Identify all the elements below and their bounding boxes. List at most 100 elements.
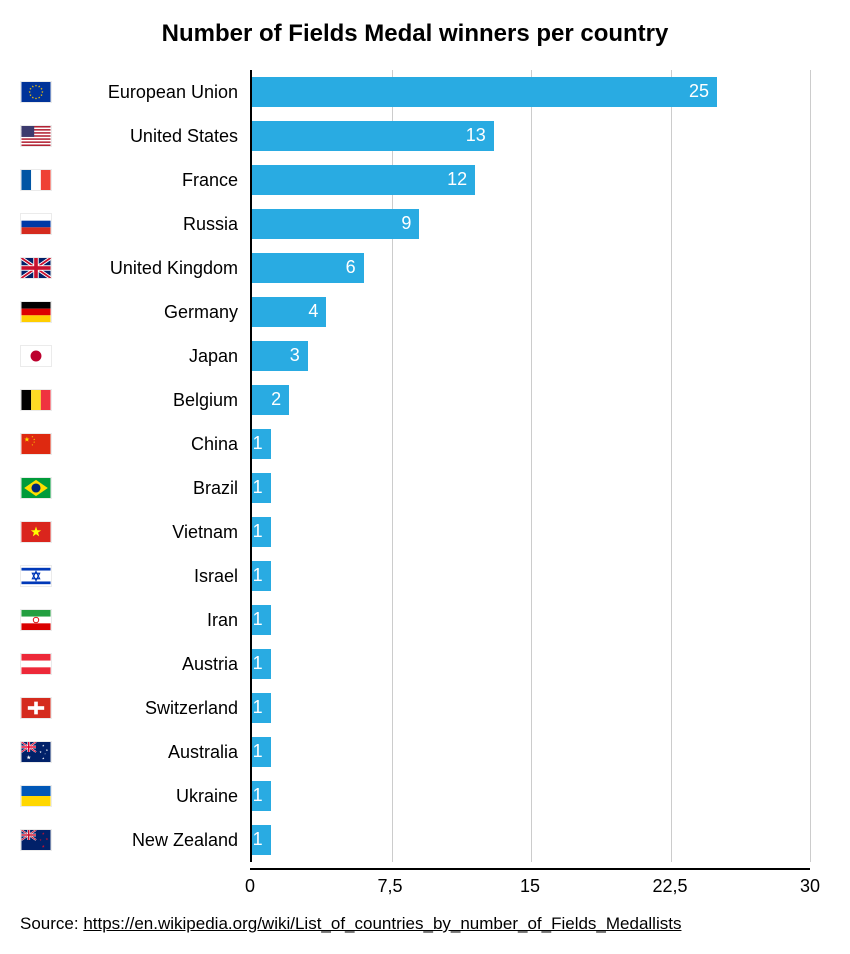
y-row: Switzerland xyxy=(20,686,250,730)
country-label: China xyxy=(68,434,238,455)
country-label: Belgium xyxy=(68,390,238,411)
bar-value: 6 xyxy=(346,257,356,278)
bar-row: 1 xyxy=(252,686,810,730)
bar-value: 1 xyxy=(253,653,263,674)
bar-row: 25 xyxy=(252,70,810,114)
country-label: Russia xyxy=(68,214,238,235)
bar-row: 1 xyxy=(252,554,810,598)
country-label: Ukraine xyxy=(68,786,238,807)
country-label: Australia xyxy=(68,742,238,763)
y-axis-labels: European UnionUnited StatesFranceRussiaU… xyxy=(20,70,250,862)
country-label: Austria xyxy=(68,654,238,675)
bar-row: 2 xyxy=(252,378,810,422)
y-row: China xyxy=(20,422,250,466)
bar: 12 xyxy=(252,165,475,196)
bar-value: 1 xyxy=(253,521,263,542)
x-tick-label: 7,5 xyxy=(377,876,402,897)
bar-value: 13 xyxy=(466,125,486,146)
us-flag-icon xyxy=(20,125,52,147)
uk-flag-icon xyxy=(20,257,52,279)
x-tick-label: 22,5 xyxy=(652,876,687,897)
bar: 25 xyxy=(252,77,717,108)
bar: 3 xyxy=(252,341,308,372)
country-label: Japan xyxy=(68,346,238,367)
bar: 4 xyxy=(252,297,326,328)
ir-flag-icon xyxy=(20,609,52,631)
bar-row: 6 xyxy=(252,246,810,290)
bar-row: 1 xyxy=(252,598,810,642)
bar: 13 xyxy=(252,121,494,152)
y-row: Russia xyxy=(20,202,250,246)
x-axis: 07,51522,530 xyxy=(20,868,810,896)
bar: 2 xyxy=(252,385,289,416)
bar-row: 13 xyxy=(252,114,810,158)
chart-title: Number of Fields Medal winners per count… xyxy=(20,20,810,48)
bar: 1 xyxy=(252,649,271,680)
y-row: United States xyxy=(20,114,250,158)
y-row: Germany xyxy=(20,290,250,334)
bar-row: 1 xyxy=(252,730,810,774)
bar-row: 12 xyxy=(252,158,810,202)
source-link[interactable]: https://en.wikipedia.org/wiki/List_of_co… xyxy=(83,914,681,933)
y-row: Japan xyxy=(20,334,250,378)
country-label: Germany xyxy=(68,302,238,323)
x-tick-label: 15 xyxy=(520,876,540,897)
bars-area: 25 13 12 9 6 43 2 1 1 1 1 1 1 1 1 1 1 xyxy=(250,70,810,862)
bar-row: 1 xyxy=(252,818,810,862)
x-tick-label: 30 xyxy=(800,876,820,897)
bar-value: 1 xyxy=(253,433,263,454)
bar: 1 xyxy=(252,473,271,504)
y-row: Belgium xyxy=(20,378,250,422)
y-row: Brazil xyxy=(20,466,250,510)
country-label: Vietnam xyxy=(68,522,238,543)
bar-value: 2 xyxy=(271,389,281,410)
source-prefix: Source: xyxy=(20,914,83,933)
ua-flag-icon xyxy=(20,785,52,807)
ch-flag-icon xyxy=(20,697,52,719)
x-axis-ticks: 07,51522,530 xyxy=(250,868,810,896)
bar-row: 1 xyxy=(252,422,810,466)
nz-flag-icon xyxy=(20,829,52,851)
au-flag-icon xyxy=(20,741,52,763)
bar-value: 1 xyxy=(253,785,263,806)
eu-flag-icon xyxy=(20,81,52,103)
bar: 9 xyxy=(252,209,419,240)
il-flag-icon xyxy=(20,565,52,587)
bar-value: 1 xyxy=(253,829,263,850)
bar-value: 1 xyxy=(253,697,263,718)
country-label: Brazil xyxy=(68,478,238,499)
country-label: Iran xyxy=(68,610,238,631)
source-line: Source: https://en.wikipedia.org/wiki/Li… xyxy=(20,914,810,934)
ru-flag-icon xyxy=(20,213,52,235)
bar-value: 9 xyxy=(401,213,411,234)
country-label: Israel xyxy=(68,566,238,587)
y-row: Austria xyxy=(20,642,250,686)
y-row: Ukraine xyxy=(20,774,250,818)
y-row: Vietnam xyxy=(20,510,250,554)
y-row: New Zealand xyxy=(20,818,250,862)
bar-value: 12 xyxy=(447,169,467,190)
country-label: Switzerland xyxy=(68,698,238,719)
br-flag-icon xyxy=(20,477,52,499)
bar-value: 1 xyxy=(253,477,263,498)
bar: 1 xyxy=(252,429,271,460)
bar-value: 4 xyxy=(308,301,318,322)
bar-row: 3 xyxy=(252,334,810,378)
gridline xyxy=(810,70,811,862)
bar: 1 xyxy=(252,737,271,768)
bar-row: 9 xyxy=(252,202,810,246)
bar-value: 1 xyxy=(253,741,263,762)
y-row: United Kingdom xyxy=(20,246,250,290)
country-label: France xyxy=(68,170,238,191)
bar-row: 1 xyxy=(252,642,810,686)
bar-value: 1 xyxy=(253,609,263,630)
country-label: New Zealand xyxy=(68,830,238,851)
de-flag-icon xyxy=(20,301,52,323)
bar-value: 1 xyxy=(253,565,263,586)
fr-flag-icon xyxy=(20,169,52,191)
x-tick-label: 0 xyxy=(245,876,255,897)
bar: 1 xyxy=(252,561,271,592)
at-flag-icon xyxy=(20,653,52,675)
bar: 1 xyxy=(252,825,271,856)
bar: 6 xyxy=(252,253,364,284)
